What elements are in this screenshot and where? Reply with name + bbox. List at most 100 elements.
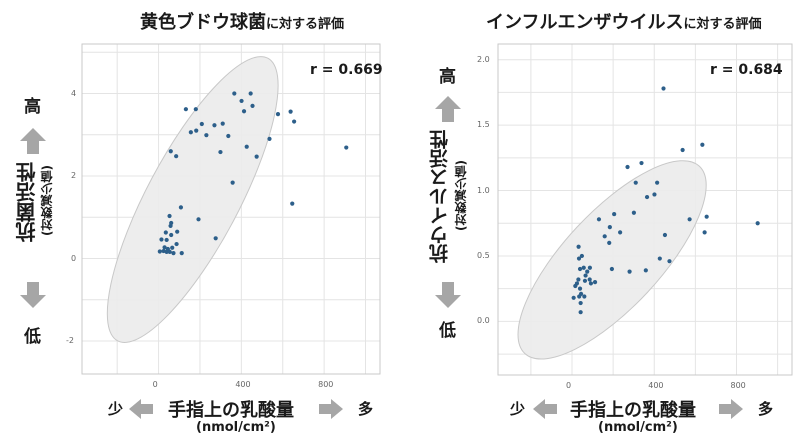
plot-frame bbox=[81, 43, 381, 375]
data-point bbox=[179, 251, 184, 256]
y-tick-label: 0 bbox=[71, 253, 77, 263]
data-point bbox=[248, 91, 253, 96]
data-point bbox=[163, 230, 168, 235]
data-point bbox=[244, 144, 249, 149]
data-point bbox=[607, 240, 612, 245]
plot-frame bbox=[497, 43, 793, 376]
data-point bbox=[183, 107, 188, 112]
y-tick-label: 0.5 bbox=[477, 250, 490, 260]
data-point bbox=[193, 107, 198, 112]
right-down-arrow-icon bbox=[435, 282, 461, 308]
right-ylabel-main: 抗ウイルス活性 bbox=[429, 130, 451, 263]
x-tick-label: 0 bbox=[566, 381, 572, 390]
data-point bbox=[576, 277, 581, 282]
data-point bbox=[578, 300, 583, 306]
data-point bbox=[582, 278, 588, 283]
right-correlation-label: r = 0.684 bbox=[710, 62, 783, 78]
right-x-right-arrow-icon bbox=[719, 399, 743, 419]
right-x-left-arrow-icon bbox=[533, 399, 557, 419]
left-low-label: 低 bbox=[24, 327, 41, 347]
data-point bbox=[168, 223, 173, 229]
right-up-arrow-icon bbox=[435, 96, 461, 122]
data-point bbox=[218, 149, 223, 155]
left-xlabel-unit: (nmol/cm²) bbox=[196, 420, 276, 435]
right-few-label: 少 bbox=[510, 400, 526, 418]
left-chart-title: 黄色ブドウ球菌に対する評価 bbox=[140, 8, 344, 34]
data-point bbox=[213, 236, 218, 241]
data-point bbox=[602, 234, 607, 239]
data-point bbox=[644, 194, 650, 200]
data-point bbox=[199, 121, 204, 127]
left-down-arrow-icon bbox=[20, 282, 46, 308]
data-point bbox=[587, 265, 593, 270]
data-point bbox=[596, 217, 602, 222]
left-ylabel-main: 抗菌活性 bbox=[15, 162, 39, 242]
data-point bbox=[288, 109, 293, 114]
data-point bbox=[662, 232, 668, 238]
data-point bbox=[226, 133, 231, 139]
right-ylabel-sub: (対数減少値) bbox=[454, 160, 468, 231]
data-point bbox=[643, 268, 648, 273]
data-point bbox=[588, 281, 594, 286]
data-point bbox=[607, 225, 612, 230]
left-x-left-arrow-icon bbox=[129, 399, 153, 419]
data-point bbox=[581, 265, 586, 270]
right-chart-title: インフルエンザウイルスに対する評価 bbox=[486, 8, 761, 34]
y-tick-label: 2.0 bbox=[477, 54, 490, 64]
data-point bbox=[220, 121, 225, 126]
confidence-ellipse bbox=[517, 160, 707, 360]
x-tick-label: 400 bbox=[235, 380, 251, 389]
data-point bbox=[618, 230, 623, 235]
x-tick-label: 800 bbox=[318, 380, 334, 389]
data-point bbox=[171, 251, 176, 256]
data-point bbox=[290, 201, 295, 206]
left-title-suffix: に対する評価 bbox=[266, 17, 345, 32]
right-high-label: 高 bbox=[439, 67, 456, 87]
data-point bbox=[196, 217, 201, 222]
right-xlabel-main: 手指上の乳酸量 bbox=[570, 400, 696, 421]
data-point bbox=[157, 249, 162, 254]
data-point bbox=[577, 294, 582, 299]
data-point bbox=[687, 217, 692, 222]
y-tick-label: 1.0 bbox=[477, 185, 490, 195]
data-point bbox=[755, 221, 760, 226]
data-point bbox=[702, 230, 707, 235]
data-point bbox=[169, 232, 174, 238]
data-point bbox=[275, 112, 281, 117]
data-point bbox=[577, 286, 583, 291]
data-point bbox=[175, 229, 180, 234]
data-point bbox=[609, 266, 614, 272]
data-point bbox=[592, 280, 598, 285]
x-tick-label: 800 bbox=[730, 381, 746, 390]
data-point bbox=[582, 294, 587, 299]
confidence-ellipse bbox=[106, 56, 279, 343]
left-up-arrow-icon bbox=[20, 128, 46, 154]
left-plot-panel bbox=[81, 43, 381, 375]
data-point bbox=[576, 256, 582, 261]
left-title-main: 黄色ブドウ球菌 bbox=[140, 12, 266, 33]
x-tick-label: 400 bbox=[648, 381, 664, 390]
data-point bbox=[292, 119, 297, 124]
data-point bbox=[344, 145, 349, 150]
data-point bbox=[250, 103, 255, 108]
data-point bbox=[239, 98, 244, 104]
left-high-label: 高 bbox=[24, 97, 41, 117]
left-few-label: 少 bbox=[108, 400, 124, 418]
data-point bbox=[170, 245, 175, 250]
data-point bbox=[667, 259, 672, 264]
data-point bbox=[661, 86, 666, 91]
data-point bbox=[571, 295, 576, 300]
data-point bbox=[657, 256, 662, 261]
right-xlabel-unit: (nmol/cm²) bbox=[598, 420, 678, 435]
data-point bbox=[159, 237, 164, 242]
y-tick-label: 2 bbox=[71, 171, 77, 180]
data-point bbox=[655, 180, 660, 185]
right-plot-panel bbox=[497, 43, 793, 376]
x-tick-label: 0 bbox=[152, 380, 158, 389]
data-point bbox=[164, 237, 169, 243]
data-point bbox=[204, 133, 209, 138]
right-many-label: 多 bbox=[758, 400, 774, 418]
data-point bbox=[585, 269, 590, 274]
left-many-label: 多 bbox=[358, 400, 374, 418]
